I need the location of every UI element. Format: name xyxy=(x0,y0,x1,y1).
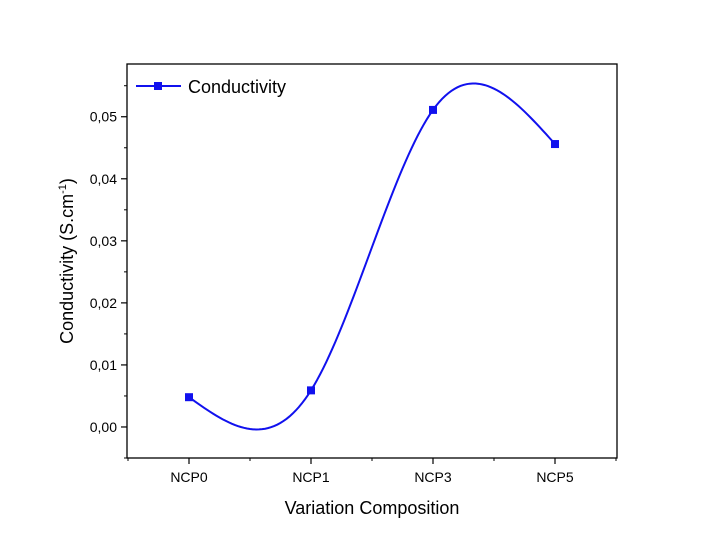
y-tick-label: 0,02 xyxy=(90,295,117,311)
y-tick-label: 0,00 xyxy=(90,419,117,435)
data-point-marker xyxy=(307,386,315,395)
data-point-marker xyxy=(551,140,559,149)
y-axis-title-superscript: -1 xyxy=(57,184,69,194)
data-point-marker xyxy=(429,105,437,114)
x-tick-label: NCP5 xyxy=(536,469,574,485)
plot-frame xyxy=(126,63,618,459)
y-axis-title: Conductivity (S.cm-1) xyxy=(57,178,77,344)
x-tick-label: NCP3 xyxy=(414,469,452,485)
x-axis-ticks: NCP0 NCP1 NCP3 NCP5 xyxy=(127,458,617,485)
legend: Conductivity xyxy=(136,77,286,97)
x-tick-label: NCP0 xyxy=(170,469,208,485)
y-axis-title-close: ) xyxy=(57,178,77,184)
legend-marker-swatch xyxy=(154,82,162,90)
y-axis-ticks: 0,00 0,01 0,02 0,03 0,04 0,05 xyxy=(90,85,127,459)
conductivity-series-markers xyxy=(185,105,559,402)
conductivity-series-line xyxy=(188,82,556,431)
data-point-marker xyxy=(185,393,193,402)
y-tick-label: 0,04 xyxy=(90,171,117,187)
y-tick-label: 0,01 xyxy=(90,357,117,373)
x-axis-title: Variation Composition xyxy=(285,498,460,518)
y-axis-title-main: Conductivity (S.cm xyxy=(57,194,77,344)
x-tick-label: NCP1 xyxy=(292,469,330,485)
legend-label: Conductivity xyxy=(188,77,286,97)
y-tick-label: 0,03 xyxy=(90,233,117,249)
y-tick-label: 0,05 xyxy=(90,109,117,125)
